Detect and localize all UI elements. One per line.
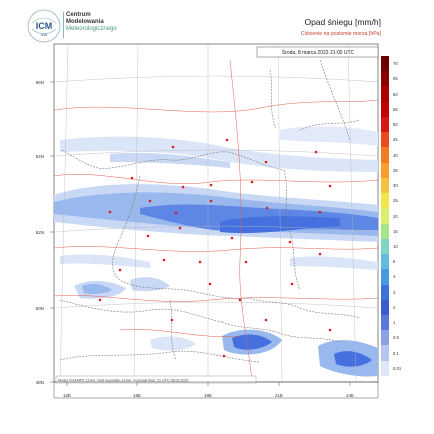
colorbar-swatch: [381, 314, 389, 331]
icm-logo: ICM UW: [27, 9, 61, 43]
lat-label: 48N: [36, 380, 44, 385]
colorbar-label: 10: [393, 243, 398, 249]
lon-label: 15E: [133, 393, 141, 398]
lon-label: 12E: [63, 393, 71, 398]
colorbar-label: 1: [393, 320, 396, 326]
lat-label: 50N: [36, 306, 44, 311]
map-title: Opad śniegu [mm/h]: [304, 17, 381, 27]
colorbar-label: 0.1: [393, 350, 399, 356]
org-name: Centrum Modelowania Meteorologicznego: [66, 12, 117, 32]
colorbar-swatch: [381, 147, 389, 163]
lon-label: 21E: [275, 393, 283, 398]
colorbar-swatch: [381, 299, 389, 315]
colorbar-label: 15: [393, 228, 398, 234]
colorbar-label: 4: [393, 274, 396, 280]
colorbar-swatch: [381, 360, 389, 376]
country-borders: [59, 59, 361, 363]
colorbar-swatch: [381, 238, 389, 255]
latitude-labels: 56N 54N 52N 50N 48N: [36, 80, 44, 385]
colorbar-label: 0.01: [393, 365, 402, 371]
colorbar-swatch: [381, 162, 389, 178]
colorbar-swatch: [381, 284, 389, 300]
colorbar-label: 40: [393, 152, 398, 158]
lat-label: 56N: [36, 80, 44, 85]
lat-label: 52N: [36, 230, 44, 235]
lat-label: 54N: [36, 154, 44, 159]
colorbar-swatch: [381, 56, 389, 72]
timestamp-box: [256, 46, 379, 58]
longitude-strip: [53, 381, 379, 399]
colorbar-label: 55: [393, 106, 398, 112]
lon-label: 24E: [346, 393, 354, 398]
colorbar-swatch: [381, 177, 389, 194]
colorbar-swatch: [381, 71, 389, 87]
isobars: [54, 59, 378, 382]
model-info: Model COAMPS 13 km, Grid resolution 13 k…: [58, 379, 188, 383]
colorbar-label: 3: [393, 289, 396, 295]
timestamp: Środa, 8 marca 2023 21:00 UTC: [282, 48, 355, 56]
colorbar-swatch: [381, 116, 389, 133]
svg-text:UW: UW: [41, 32, 48, 37]
colorbar-labels: 70 65 60 55 50 45 40 35 30 25 20 15 10 5 4 3 2 1 0.5 0.1 0.0…: [393, 56, 423, 376]
colorbar-label: 45: [393, 137, 398, 143]
colorbar-swatch: [381, 132, 389, 148]
colorbar-label: 25: [393, 198, 398, 204]
colorbar-swatch: [381, 254, 389, 270]
colorbar-swatch: [381, 101, 389, 117]
colorbar-label: 70: [393, 61, 398, 67]
latitude-ticks: [50, 81, 54, 383]
colorbar-swatch: [381, 330, 389, 346]
svg-text:ICM: ICM: [36, 21, 53, 31]
colorbar-swatch: [381, 208, 389, 224]
graticule: [54, 44, 378, 382]
colorbar-label: 60: [393, 91, 398, 97]
colorbar-label: 30: [393, 183, 398, 189]
longitude-labels: 12E 15E 18E 21E 24E: [63, 393, 354, 398]
header: ICM UW Centrum Modelowania Meteorologicz…: [0, 0, 434, 43]
colorbar-swatch: [381, 345, 389, 361]
colorbar-swatch: [381, 223, 389, 239]
longitude-ticks: [66, 382, 351, 386]
map-subtitle: Ciśnienie na poziomie morza [hPa]: [300, 31, 381, 37]
colorbar-swatch: [381, 193, 389, 209]
colorbar-swatch: [381, 86, 389, 102]
colorbar-label: 2: [393, 304, 396, 310]
org-separator: [63, 12, 64, 38]
colorbar-label: 0.5: [393, 335, 399, 341]
lon-label: 18E: [204, 393, 212, 398]
colorbar-label: 20: [393, 213, 398, 219]
colorbar-swatch: [381, 269, 389, 285]
colorbar: [381, 56, 389, 376]
colorbar-label: 50: [393, 122, 398, 128]
colorbar-label: 5: [393, 259, 396, 265]
colorbar-label: 35: [393, 167, 398, 173]
model-info-box: [55, 375, 257, 384]
city-markers: [98, 138, 332, 358]
colorbar-label: 65: [393, 76, 398, 82]
